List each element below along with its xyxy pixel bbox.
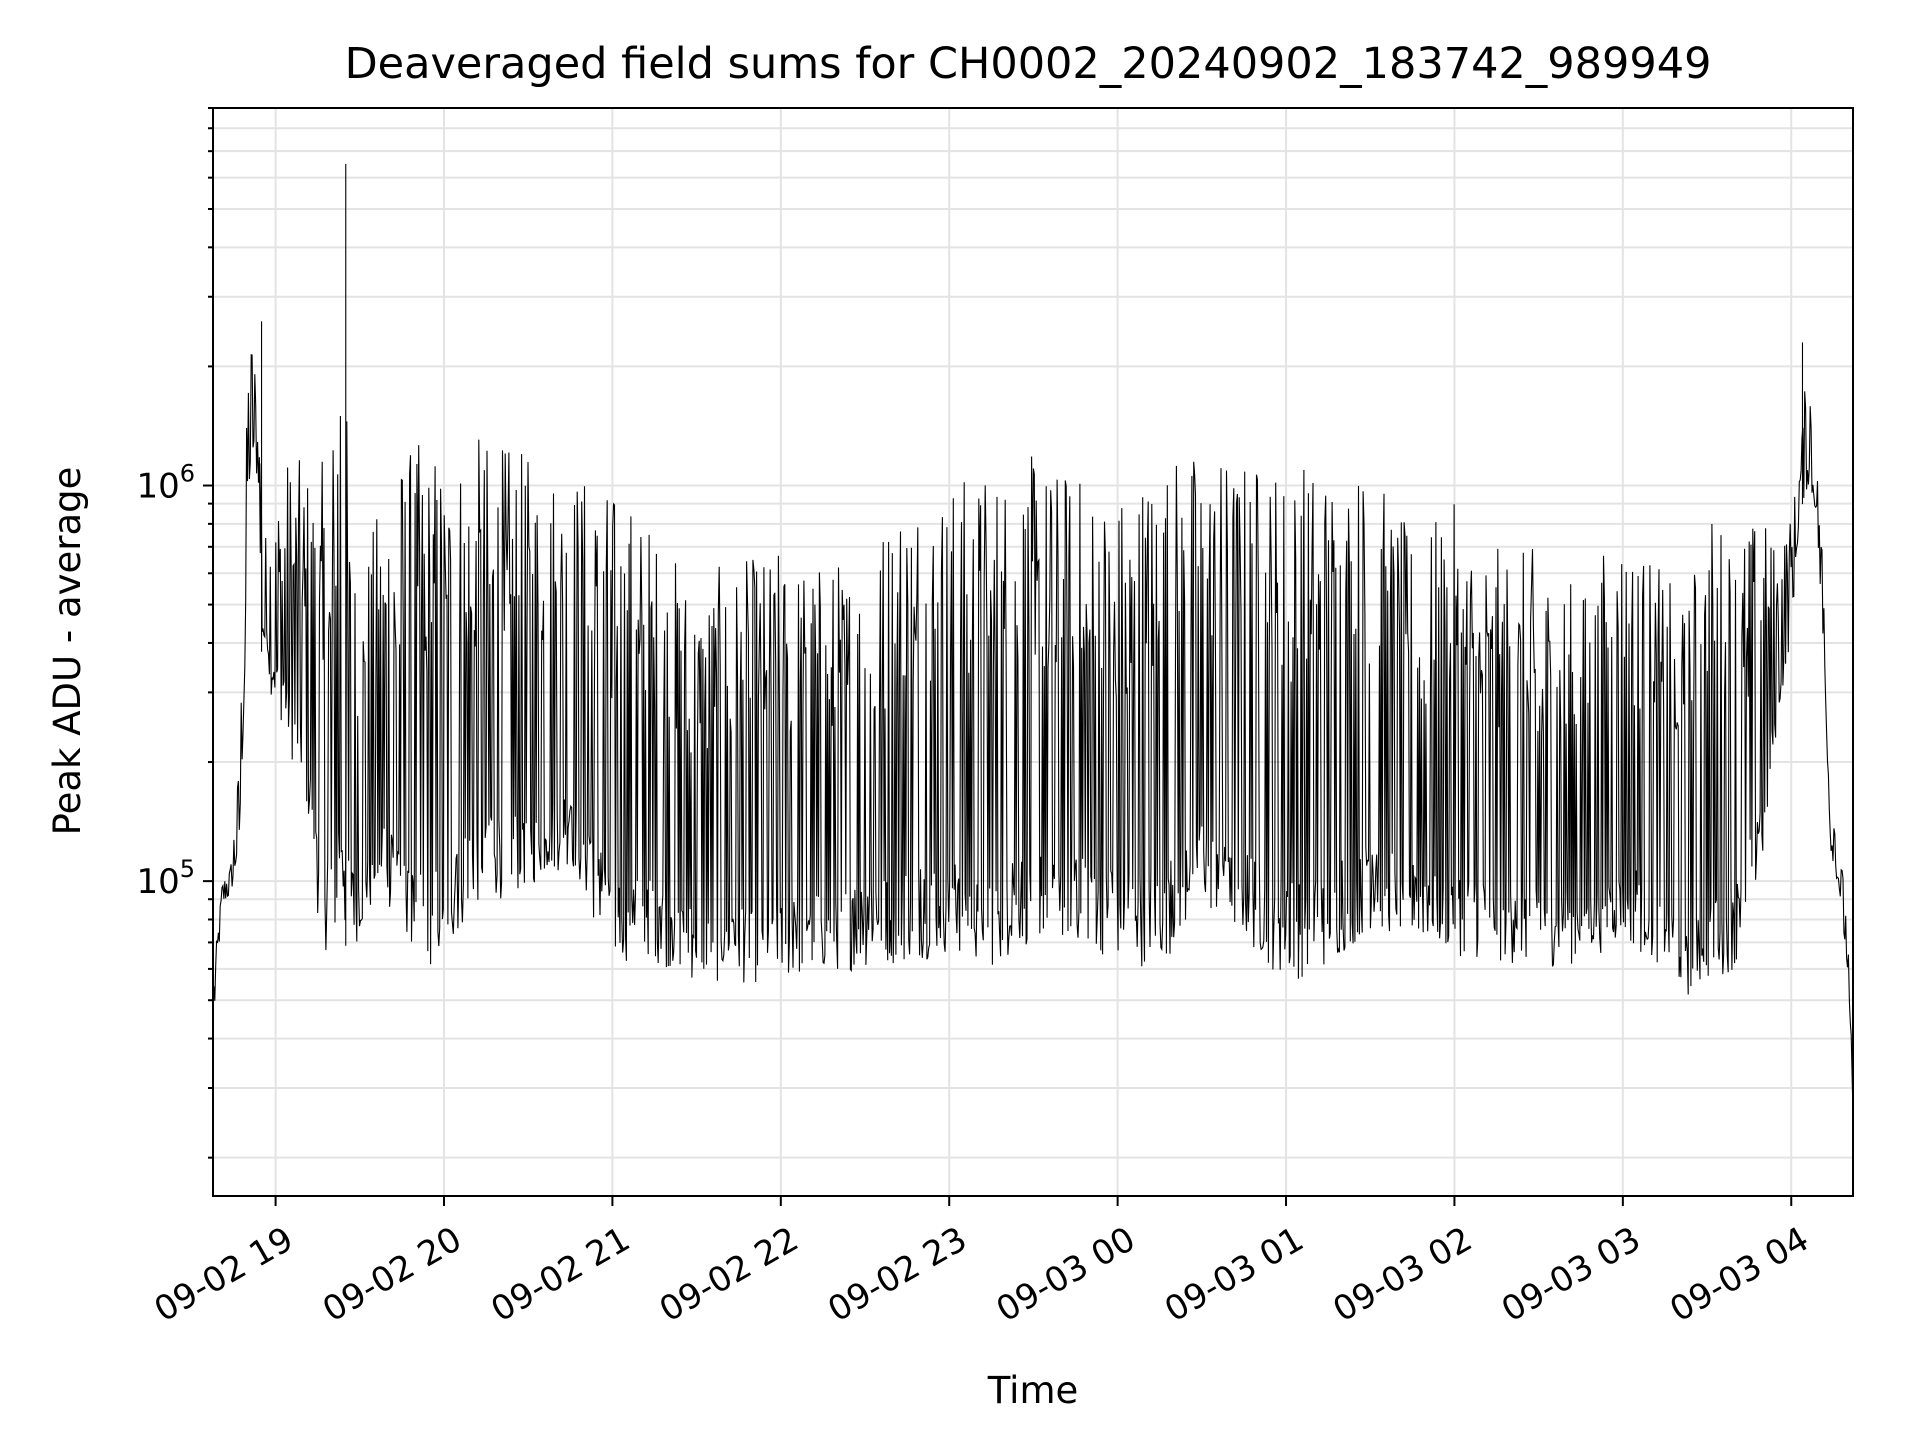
y-tick-base: 10 xyxy=(136,467,179,507)
x-tick-label: 09-02 19 xyxy=(148,1219,300,1330)
x-tick-label: 09-03 00 xyxy=(990,1219,1142,1330)
x-tick-label: 09-03 01 xyxy=(1158,1219,1310,1330)
x-tick-label: 09-02 20 xyxy=(316,1219,468,1330)
x-tick-label: 09-02 21 xyxy=(485,1219,637,1330)
x-tick-label: 09-03 02 xyxy=(1327,1219,1479,1330)
x-axis-label: Time xyxy=(987,1369,1079,1412)
x-tick-label: 09-03 03 xyxy=(1495,1219,1647,1330)
gridlines xyxy=(213,107,1853,1196)
y-tick-exponent: 5 xyxy=(180,855,195,883)
y-tick-label: 105 xyxy=(136,855,195,902)
x-tick-label: 09-03 04 xyxy=(1663,1219,1815,1330)
y-tick-label: 106 xyxy=(136,460,195,507)
y-tick-exponent: 6 xyxy=(180,460,195,488)
series-line-group xyxy=(213,163,1854,1114)
x-axis-ticks: 09-02 19 09-02 20 09-02 21 09-02 22 09-02 23… xyxy=(148,1196,1816,1330)
x-tick-label: 09-02 22 xyxy=(653,1219,805,1330)
chart-title: Deaveraged field sums for CH0002_2024090… xyxy=(345,39,1712,89)
y-tick-base: 10 xyxy=(136,862,179,902)
x-tick-label: 09-02 23 xyxy=(821,1219,973,1330)
y-axis-label: Peak ADU - average xyxy=(46,467,89,836)
plot-frame xyxy=(212,107,1854,1197)
series-line xyxy=(213,353,1854,1114)
